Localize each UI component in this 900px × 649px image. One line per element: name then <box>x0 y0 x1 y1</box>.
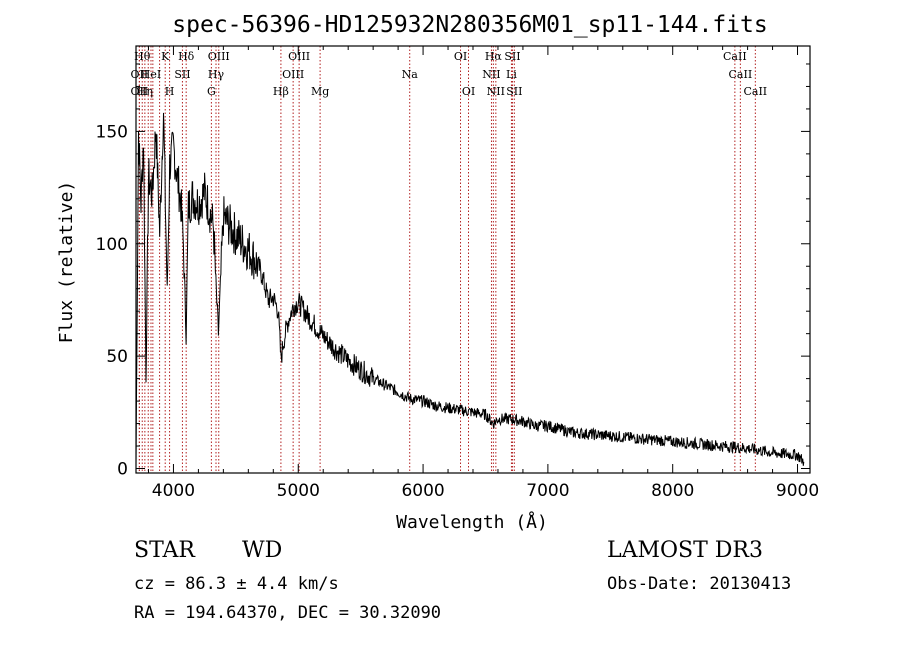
spectral-line-label: OI <box>462 85 475 98</box>
spectral-line-label: OIII <box>282 68 304 81</box>
spectral-line-label: OI <box>454 50 467 63</box>
spectral-line-label: Li <box>506 68 517 81</box>
axis-ticks: 4000 5000 6000 7000 8000 9000 0 50 100 150 <box>96 46 819 501</box>
x-tick-label: 9000 <box>776 481 819 501</box>
spectral-line-label: Mg <box>311 85 329 98</box>
x-tick-label: 7000 <box>526 481 569 501</box>
y-tick-label: 150 <box>96 122 128 142</box>
spectral-line-label: OII <box>131 85 149 98</box>
spectral-line-label: CaII <box>723 50 747 63</box>
chart-title: spec-56396-HD125932N280356M01_sp11-144.f… <box>172 12 767 38</box>
y-axis-label: Flux (relative) <box>56 181 77 344</box>
x-tick-label: 8000 <box>651 481 694 501</box>
x-axis-label: Wavelength (Å) <box>396 511 548 533</box>
spectral-line-label: CaII <box>743 85 767 98</box>
redshift-velocity: cz = 86.3 ± 4.4 km/s <box>134 574 339 594</box>
spectral-line-label: Hη <box>137 85 153 98</box>
coordinates: RA = 194.64370, DEC = 30.32090 <box>134 603 442 623</box>
spectral-line-markers <box>138 46 756 473</box>
spectrum-series <box>135 112 805 466</box>
spectral-line-label: OIII <box>288 50 310 63</box>
spectral-line-label: SII <box>174 68 190 81</box>
spectral-line-label: Hβ <box>273 85 289 98</box>
spectral-line-label: G <box>207 85 216 98</box>
spectral-line-label: CaII <box>729 68 753 81</box>
x-tick-label: 5000 <box>277 481 320 501</box>
object-subclass: WD <box>242 538 283 563</box>
x-tick-label: 6000 <box>401 481 444 501</box>
spectral-line-label: NII <box>487 85 505 98</box>
y-tick-label: 0 <box>117 460 128 480</box>
spectral-line-label: K <box>161 50 170 63</box>
x-tick-label: 4000 <box>152 481 195 501</box>
spectral-line-label: OII <box>131 68 149 81</box>
spectral-line-label: OIII <box>208 50 230 63</box>
observation-date: Obs-Date: 20130413 <box>607 574 792 594</box>
spectral-line-label: Hθ <box>134 50 151 63</box>
y-tick-label: 50 <box>106 347 128 367</box>
spectral-line-label: HeI <box>141 68 161 81</box>
spectral-line-label: Hα <box>485 50 503 63</box>
survey-name: LAMOST DR3 <box>607 538 763 563</box>
spectral-line-label: SII <box>506 85 522 98</box>
spectral-line-label: Na <box>402 68 419 81</box>
spectrum-line <box>135 112 805 466</box>
spectral-line-label: NII <box>482 68 500 81</box>
spectral-line-label: H <box>165 85 175 98</box>
y-tick-label: 100 <box>96 235 128 255</box>
spectral-line-label: Hγ <box>208 68 225 81</box>
spectral-line-label: Hδ <box>178 50 195 63</box>
object-class: STAR <box>134 538 195 563</box>
spectral-line-label: SII <box>504 50 520 63</box>
